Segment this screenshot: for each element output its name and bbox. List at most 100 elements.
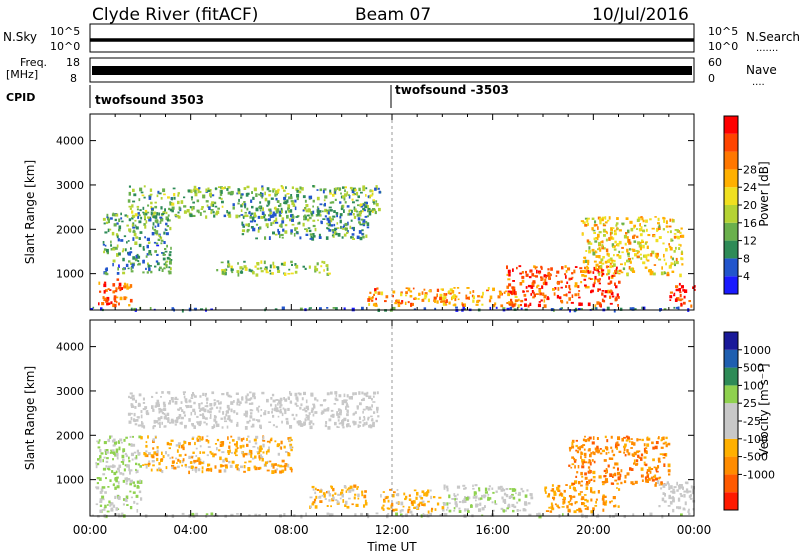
power-echo-cell	[392, 290, 396, 294]
vel-echo-cell	[595, 448, 598, 453]
power-echo-cell	[646, 259, 650, 262]
power-echo-cell	[579, 302, 583, 306]
power-echo-cell	[279, 203, 282, 207]
vel-echo-cell	[229, 395, 233, 398]
power-echo-cell	[360, 218, 364, 221]
power-echo-cell	[662, 242, 665, 245]
power-echo-cell	[183, 196, 186, 199]
power-echo-cell	[612, 263, 616, 267]
power-echo-cell	[673, 233, 677, 235]
x-tick-label: 08:00	[274, 523, 309, 537]
vel-echo-cell	[313, 498, 317, 502]
power-echo-cell	[596, 268, 599, 272]
power-colorbar-title: Power [dB]	[757, 161, 771, 226]
power-echo-cell	[171, 307, 175, 311]
power-echo-cell	[634, 253, 637, 257]
power-echo-cell	[221, 187, 225, 190]
vel-echo-cell	[192, 392, 194, 396]
power-echo-cell	[507, 290, 511, 293]
power-echo-cell	[302, 209, 305, 212]
vel-echo-cell	[655, 482, 658, 484]
vel-echo-cell	[290, 439, 293, 442]
vel-echo-cell	[311, 485, 315, 489]
vel-echo-cell	[617, 476, 621, 481]
vel-echo-cell	[257, 409, 260, 413]
power-echo-cell	[626, 236, 629, 240]
vel-echo-cell	[201, 462, 204, 465]
vel-echo-cell	[364, 502, 368, 506]
power-echo-cell	[269, 264, 272, 269]
vel-echo-cell	[205, 422, 208, 426]
power-echo-cell	[497, 295, 501, 299]
power-echo-cell	[525, 270, 527, 274]
vel-echo-cell	[588, 459, 591, 462]
power-echo-cell	[177, 194, 180, 197]
vel-echo-cell	[105, 465, 108, 468]
power-echo-cell	[109, 289, 112, 291]
vel-echo-cell	[616, 441, 619, 445]
vel-echo-cell	[223, 469, 227, 473]
power-echo-cell	[247, 223, 250, 228]
power-echo-cell	[267, 203, 270, 206]
vel-echo-cell	[324, 399, 327, 401]
vel-echo-cell	[626, 472, 630, 476]
power-echo-cell	[251, 205, 254, 209]
vel-echo-cell	[573, 457, 576, 460]
power-echo-cell	[607, 289, 611, 294]
vel-echo-cell	[611, 483, 615, 485]
power-echo-cell	[618, 272, 621, 275]
power-echo-cell	[138, 220, 142, 224]
power-echo-cell	[540, 266, 543, 270]
power-echo-cell	[170, 259, 173, 261]
vel-echo-cell	[599, 448, 602, 450]
power-echo-cell	[356, 235, 360, 239]
vel-echo-cell	[472, 496, 476, 499]
power-echo-cell	[676, 261, 679, 265]
power-echo-cell	[269, 211, 272, 215]
power-echo-cell	[325, 209, 329, 212]
vel-echo-cell	[308, 412, 311, 415]
freq-label-1: Freq.	[20, 56, 47, 69]
power-echo-cell	[508, 303, 511, 306]
vel-echo-cell	[310, 409, 314, 413]
vel-echo-cell	[220, 401, 222, 405]
power-echo-cell	[569, 288, 572, 291]
vel-echo-cell	[463, 487, 466, 490]
power-echo-cell	[116, 253, 119, 256]
vel-echo-cell	[409, 510, 413, 514]
power-echo-cell	[138, 214, 141, 217]
vel-echo-cell	[584, 456, 587, 459]
vel-echo-cell	[640, 467, 644, 471]
vel-echo-cell	[305, 399, 308, 404]
power-echo-cell	[316, 206, 319, 209]
vel-echo-cell	[610, 446, 613, 449]
vel-echo-cell	[382, 508, 385, 511]
vel-echo-cell	[654, 483, 657, 487]
power-echo-cell	[336, 227, 340, 229]
power-echo-cell	[252, 227, 256, 232]
vel-echo-cell	[658, 436, 660, 440]
power-echo-cell	[601, 240, 604, 244]
power-echo-cell	[290, 229, 293, 233]
colorbar-segment	[724, 169, 738, 188]
power-echo-cell	[133, 229, 135, 233]
power-echo-cell	[535, 293, 539, 295]
vel-echo-cell	[115, 450, 119, 454]
vel-echo-cell	[251, 402, 254, 405]
power-echo-cell	[157, 223, 160, 227]
vel-echo-cell	[191, 437, 194, 440]
power-echo-cell	[190, 196, 193, 199]
vel-echo-cell	[343, 485, 347, 488]
power-echo-cell	[329, 201, 333, 204]
vel-echo-cell	[347, 419, 350, 422]
vel-echo-cell	[583, 494, 587, 496]
vel-echo-cell	[219, 456, 222, 461]
power-echo-cell	[128, 252, 131, 256]
power-echo-cell	[351, 236, 354, 238]
power-echo-cell	[114, 218, 117, 222]
power-echo-cell	[628, 241, 632, 245]
power-echo-cell	[566, 301, 569, 304]
power-echo-cell	[302, 265, 305, 268]
power-echo-cell	[439, 293, 443, 298]
power-echo-cell	[530, 293, 533, 296]
